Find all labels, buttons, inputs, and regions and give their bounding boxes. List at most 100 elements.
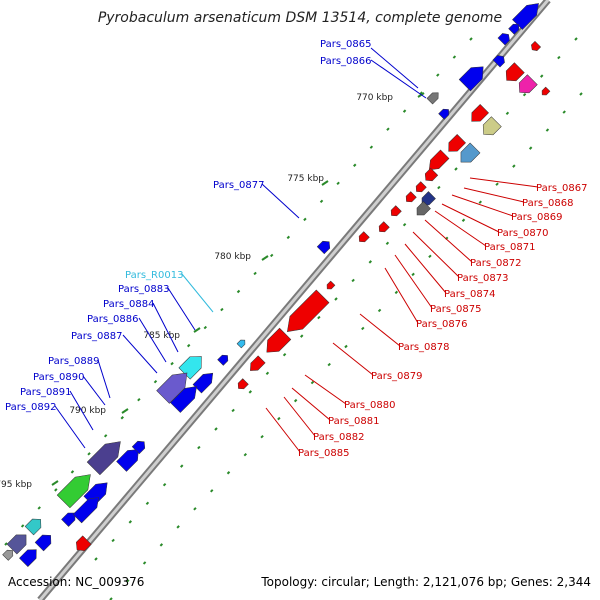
guide-dot [437, 185, 441, 190]
guide-dot [70, 470, 75, 474]
guide-dot [402, 109, 407, 113]
guide-dot [317, 315, 321, 320]
reverse-cds [531, 40, 542, 51]
guide-dot [394, 290, 399, 295]
reverse-leader [434, 210, 487, 247]
reverse-cds [471, 104, 489, 122]
forward-cds-shape [170, 386, 197, 413]
forward-cds [34, 534, 52, 552]
reverse-gene-label: Pars_0869 [511, 212, 562, 223]
guide-dot [368, 260, 372, 264]
reverse-leader [451, 194, 514, 217]
forward-cds [508, 23, 520, 35]
guide-dot [226, 471, 231, 475]
forward-leader [261, 183, 300, 219]
reverse-cds-shape [358, 231, 370, 243]
map-title: Pyrobaculum arsenaticum DSM 13514, compl… [98, 10, 502, 26]
reverse-cds [415, 181, 427, 193]
scale-tick-label: 795 kbp [0, 480, 32, 490]
reverse-leader [469, 177, 539, 188]
forward-gene-label: Pars_0866 [320, 56, 371, 67]
forward-cds-shape [236, 339, 246, 349]
forward-cds [56, 474, 91, 509]
guide-dot [303, 217, 307, 222]
guide-dot [186, 343, 191, 348]
guide-dot [454, 167, 458, 171]
guide-dot [574, 37, 578, 41]
guide-dot [282, 353, 287, 357]
reverse-cds-shape [482, 116, 502, 136]
reverse-cds-shape [237, 378, 249, 390]
guide-dot [293, 398, 298, 403]
reverse-cds-shape [518, 74, 538, 94]
guide-dot [452, 55, 457, 59]
reverse-leader [384, 267, 419, 324]
reverse-cds [287, 289, 330, 332]
guide-dot [162, 483, 167, 487]
reverse-cds-shape [541, 86, 551, 96]
forward-leader [138, 317, 167, 363]
reverse-gene-label: Pars_0881 [328, 416, 379, 427]
guide-dot [203, 325, 207, 330]
topology-text: Topology: circular; Length: 2,121,076 bp… [260, 575, 591, 589]
reverse-cds-shape [287, 289, 330, 332]
reverse-gene-label: Pars_0868 [522, 198, 573, 209]
guide-dot [353, 163, 357, 167]
reverse-cds [76, 535, 92, 551]
reverse-gene-label: Pars_0876 [416, 319, 467, 330]
forward-cds-shape [72, 497, 99, 524]
scale-tick-label: 785 kbp [143, 331, 180, 341]
reverse-leader [332, 342, 374, 376]
forward-cds-shape [512, 3, 539, 30]
reverse-leader [404, 243, 447, 294]
guide-dot [461, 218, 466, 222]
reverse-gene-label: Pars_0872 [470, 258, 521, 269]
gene-labels: Pars_0865 Pars_0866 Pars_0877 Pars_R0013 Par… [5, 39, 587, 459]
reverse-cds [358, 231, 370, 243]
guide-dot [334, 297, 338, 301]
guide-dot [428, 254, 432, 259]
guide-dot [243, 453, 247, 457]
guide-dot [265, 371, 270, 375]
reverse-gene-label: Pars_0878 [398, 342, 449, 353]
guide-dot [361, 326, 365, 331]
reverse-leader [265, 407, 301, 453]
guide-dot [111, 538, 115, 543]
forward-cds-shape [497, 33, 510, 46]
reverse-cds-shape [76, 535, 92, 551]
forward-leader [69, 390, 94, 431]
guide-dot [180, 464, 184, 468]
forward-cds-shape [24, 518, 42, 536]
reverse-cds [541, 86, 551, 96]
reverse-cds [505, 62, 525, 82]
reverse-cds-shape [378, 221, 390, 233]
guide-dot [369, 145, 374, 149]
reverse-cds-shape [326, 280, 336, 290]
guide-dot [351, 278, 355, 283]
reverse-gene-label: Pars_0885 [298, 448, 349, 459]
reverse-cds [326, 280, 336, 290]
guide-dot [528, 146, 533, 150]
guide-dot [193, 507, 197, 511]
guide-dot [103, 434, 108, 438]
forward-cds-shape [19, 549, 37, 567]
guide-dot [277, 416, 281, 421]
reverse-cds-shape [250, 355, 266, 371]
reverse-cds [378, 221, 390, 233]
reverse-cds [460, 142, 481, 163]
reverse-cds-shape [460, 142, 481, 163]
reverse-leader [412, 231, 460, 278]
forward-cds [86, 441, 121, 476]
reverse-cds-shape [471, 104, 489, 122]
forward-cds [426, 92, 439, 105]
guide-dot [142, 561, 147, 565]
forward-cds [170, 386, 197, 413]
forward-gene-label: Pars_0877 [213, 180, 264, 191]
forward-cds-shape [458, 66, 484, 92]
forward-cds-shape [116, 449, 139, 472]
reverse-cds-shape [531, 40, 542, 51]
guide-dot [236, 289, 241, 294]
guide-dot [54, 488, 58, 492]
reverse-cds [482, 116, 502, 136]
forward-cds-shape [156, 372, 188, 404]
